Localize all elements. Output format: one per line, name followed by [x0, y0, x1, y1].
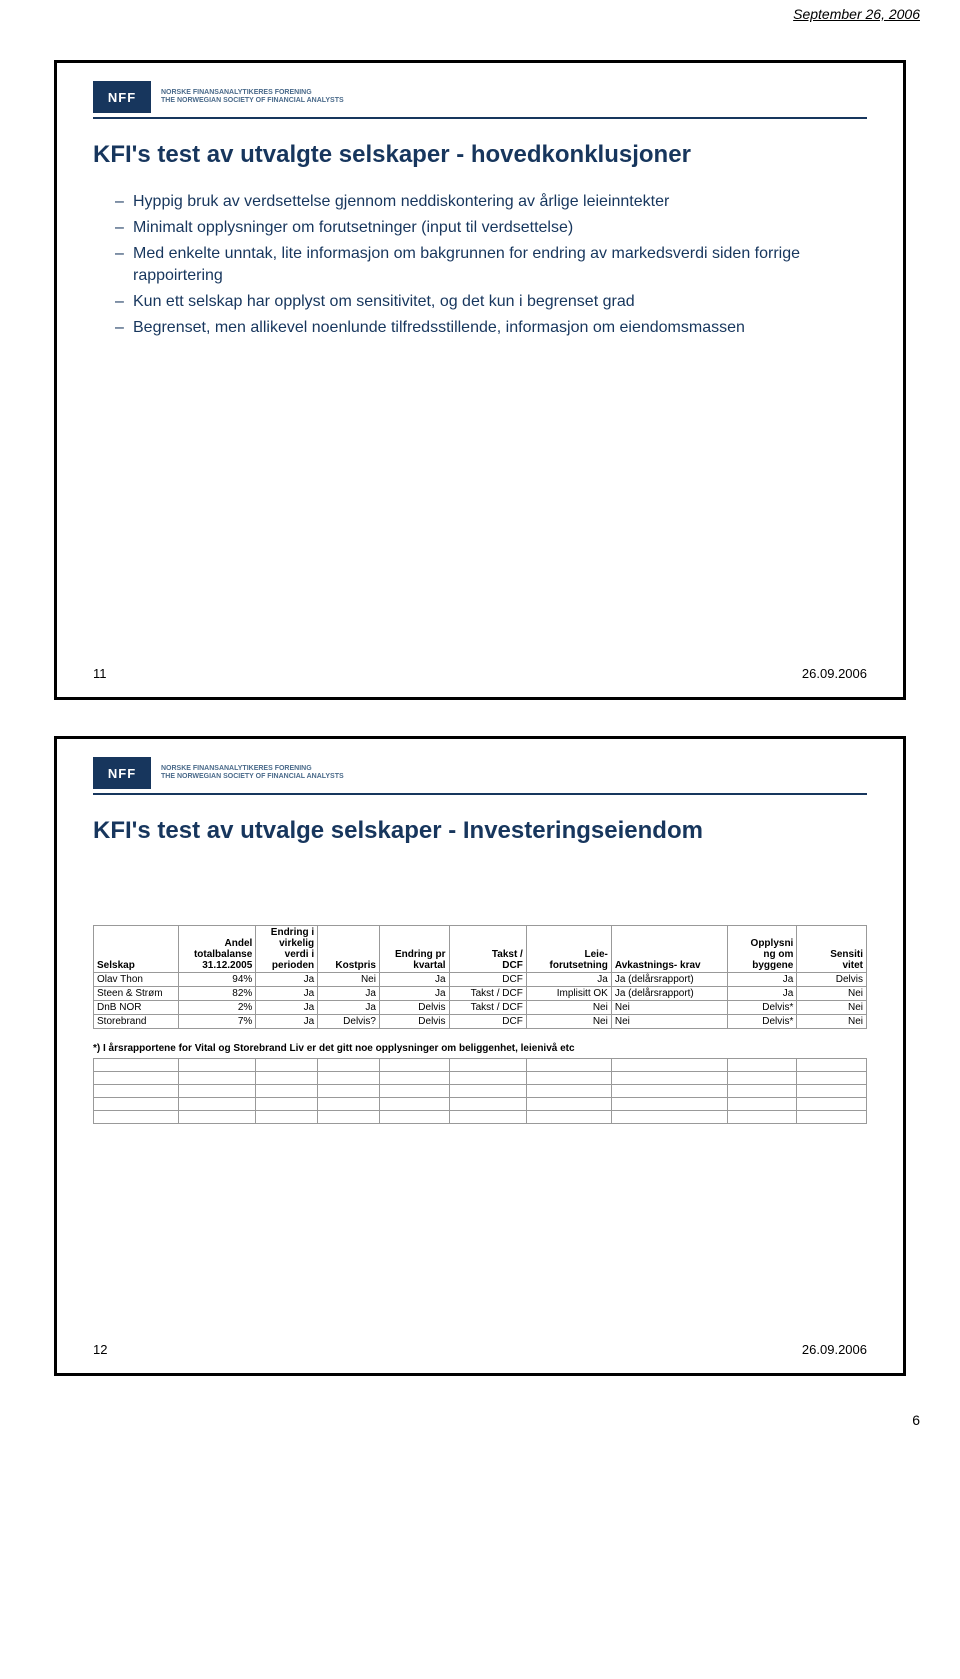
bullet-item: Minimalt opplysninger om forutsetninger …	[115, 217, 867, 239]
table-cell: Ja	[318, 1001, 380, 1015]
table-cell: 94%	[179, 973, 256, 987]
slide11-footer: 11 26.09.2006	[93, 666, 867, 681]
logo-block: NFF NORSKE FINANSANALYTIKERES FORENING T…	[93, 757, 867, 789]
slide11-number: 11	[93, 666, 107, 681]
bullet-item: Begrenset, men allikevel noenlunde tilfr…	[115, 317, 867, 339]
table-cell: Nei	[611, 1001, 727, 1015]
table-cell: Takst / DCF	[449, 1001, 526, 1015]
table-header-row: Selskap Andeltotalbalanse31.12.2005 Endr…	[94, 926, 867, 973]
col-endring-verdi: Endring ivirkeligverdi iperioden	[256, 926, 318, 973]
table-row: Olav Thon94%JaNeiJaDCFJaJa (delårsrappor…	[94, 973, 867, 987]
table-cell: DCF	[449, 973, 526, 987]
table-cell: Ja	[256, 973, 318, 987]
table-cell: Storebrand	[94, 1015, 179, 1029]
table-row: Steen & Strøm82%JaJaJaTakst / DCFImplisi…	[94, 987, 867, 1001]
table-cell: Takst / DCF	[449, 987, 526, 1001]
col-leie: Leie-forutsetning	[526, 926, 611, 973]
logo-text: NORSKE FINANSANALYTIKERES FORENING THE N…	[161, 765, 344, 781]
logo-block: NFF NORSKE FINANSANALYTIKERES FORENING T…	[93, 81, 867, 113]
table-cell: Delvis*	[727, 1015, 797, 1029]
table-cell: 7%	[179, 1015, 256, 1029]
slide11-title: KFI's test av utvalgte selskaper - hoved…	[93, 141, 867, 169]
logo-text: NORSKE FINANSANALYTIKERES FORENING THE N…	[161, 89, 344, 105]
table-cell: Delvis*	[727, 1001, 797, 1015]
investment-table: Selskap Andeltotalbalanse31.12.2005 Endr…	[93, 925, 867, 1029]
table-row: Storebrand7%JaDelvis?DelvisDCFNeiNeiDelv…	[94, 1015, 867, 1029]
bullet-item: Med enkelte unntak, lite informasjon om …	[115, 243, 867, 287]
investment-table-wrap: Selskap Andeltotalbalanse31.12.2005 Endr…	[93, 925, 867, 1124]
table-cell: Ja	[727, 987, 797, 1001]
logo-line2: THE NORWEGIAN SOCIETY OF FINANCIAL ANALY…	[161, 97, 344, 105]
logo-divider	[93, 793, 867, 795]
table-cell: Nei	[318, 973, 380, 987]
table-cell: Ja (delårsrapport)	[611, 973, 727, 987]
page-footer-number: 6	[0, 1404, 960, 1440]
table-cell: Olav Thon	[94, 973, 179, 987]
slide-12: NFF NORSKE FINANSANALYTIKERES FORENING T…	[54, 736, 906, 1376]
logo-divider	[93, 117, 867, 119]
bullet-item: Hyppig bruk av verdsettelse gjennom nedd…	[115, 191, 867, 213]
table-cell: Steen & Strøm	[94, 987, 179, 1001]
table-cell: DnB NOR	[94, 1001, 179, 1015]
table-cell: Nei	[797, 1015, 867, 1029]
table-cell: 82%	[179, 987, 256, 1001]
table-cell: Nei	[611, 1015, 727, 1029]
table-cell: Ja (delårsrapport)	[611, 987, 727, 1001]
table-cell: Nei	[797, 987, 867, 1001]
col-avkast: Avkastnings- krav	[611, 926, 727, 973]
table-cell: Implisitt OK	[526, 987, 611, 1001]
col-andel: Andeltotalbalanse31.12.2005	[179, 926, 256, 973]
col-endring-kvartal: Endring prkvartal	[379, 926, 449, 973]
col-sensit: Sensitivitet	[797, 926, 867, 973]
table-row	[94, 1111, 867, 1124]
table-row	[94, 1085, 867, 1098]
table-row: DnB NOR2%JaJaDelvisTakst / DCFNeiNeiDelv…	[94, 1001, 867, 1015]
col-selskap: Selskap	[94, 926, 179, 973]
table-cell: Nei	[526, 1001, 611, 1015]
logo-line1: NORSKE FINANSANALYTIKERES FORENING	[161, 89, 344, 97]
table-cell: Delvis	[379, 1001, 449, 1015]
slide-11: NFF NORSKE FINANSANALYTIKERES FORENING T…	[54, 60, 906, 700]
table-cell: Ja	[727, 973, 797, 987]
slide11-date: 26.09.2006	[802, 666, 867, 681]
slide12-footer: 12 26.09.2006	[93, 1342, 867, 1357]
table-row	[94, 1059, 867, 1072]
table-cell: Ja	[256, 1001, 318, 1015]
table-cell: Ja	[379, 987, 449, 1001]
slide12-title: KFI's test av utvalge selskaper - Invest…	[93, 817, 867, 845]
logo-abbr: NFF	[93, 757, 151, 789]
table-cell: Delvis	[797, 973, 867, 987]
table-cell: DCF	[449, 1015, 526, 1029]
col-kostpris: Kostpris	[318, 926, 380, 973]
col-opplys: Opplysning ombyggene	[727, 926, 797, 973]
table-cell: 2%	[179, 1001, 256, 1015]
page-header-date: September 26, 2006	[0, 0, 960, 24]
col-takst: Takst /DCF	[449, 926, 526, 973]
table-row	[94, 1072, 867, 1085]
table-cell: Nei	[797, 1001, 867, 1015]
table-cell: Ja	[526, 973, 611, 987]
slide12-number: 12	[93, 1342, 107, 1357]
blank-grid	[93, 1058, 867, 1124]
slide11-bullets: Hyppig bruk av verdsettelse gjennom nedd…	[93, 191, 867, 339]
table-cell: Ja	[379, 973, 449, 987]
table-cell: Ja	[256, 1015, 318, 1029]
logo-line1: NORSKE FINANSANALYTIKERES FORENING	[161, 765, 344, 773]
table-cell: Delvis?	[318, 1015, 380, 1029]
slide12-date: 26.09.2006	[802, 1342, 867, 1357]
logo-abbr: NFF	[93, 81, 151, 113]
bullet-item: Kun ett selskap har opplyst om sensitivi…	[115, 291, 867, 313]
table-footnote: *) I årsrapportene for Vital og Storebra…	[93, 1043, 867, 1054]
table-row	[94, 1098, 867, 1111]
table-cell: Nei	[526, 1015, 611, 1029]
table-cell: Ja	[318, 987, 380, 1001]
logo-line2: THE NORWEGIAN SOCIETY OF FINANCIAL ANALY…	[161, 773, 344, 781]
table-cell: Ja	[256, 987, 318, 1001]
table-cell: Delvis	[379, 1015, 449, 1029]
